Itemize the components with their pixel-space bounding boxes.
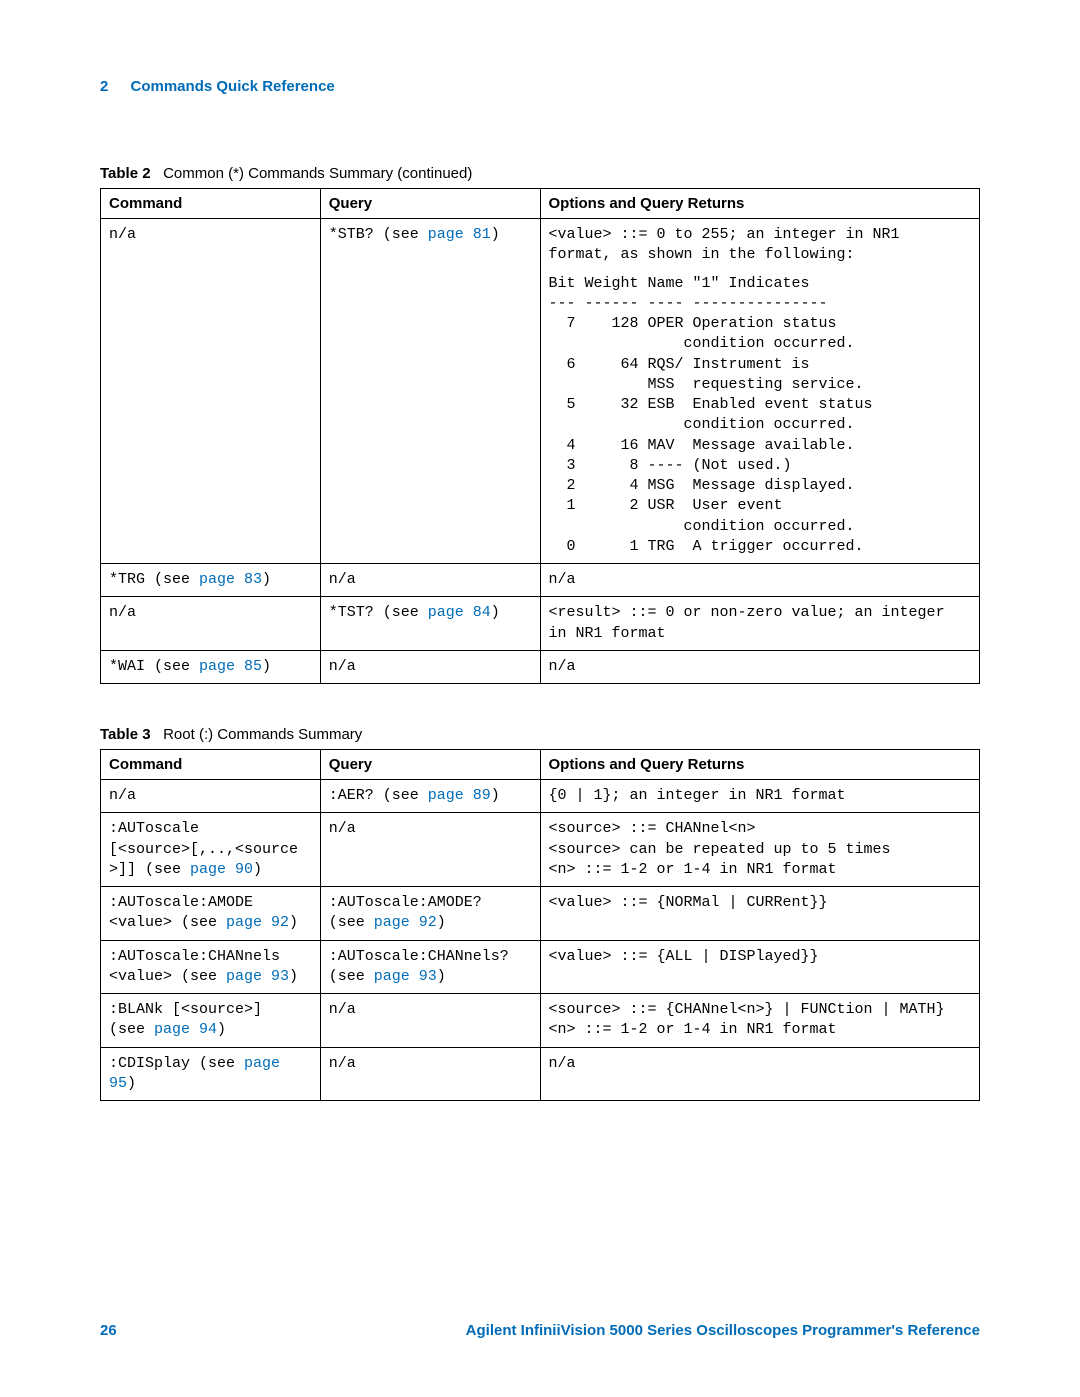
cell-options: n/a <box>540 564 980 597</box>
table3-th-options: Options and Query Returns <box>540 750 980 780</box>
table2-row-tst: n/a *TST? (see page 84) <result> ::= 0 o… <box>101 597 980 651</box>
cell-cmd: *WAI (see page 85) <box>101 650 321 683</box>
cell-query: n/a <box>320 564 540 597</box>
table3-caption: Table 3 Root (:) Commands Summary <box>100 726 980 743</box>
cell-query: n/a <box>320 994 540 1048</box>
doc-title: Agilent InfiniiVision 5000 Series Oscill… <box>466 1322 980 1339</box>
cell-query: n/a <box>320 1047 540 1101</box>
page-link[interactable]: page 94 <box>154 1021 217 1038</box>
table3-caption-text: Root (:) Commands Summary <box>163 726 362 743</box>
page-number: 26 <box>100 1322 117 1339</box>
table2-row-stb: n/a *STB? (see page 81) <value> ::= 0 to… <box>101 219 980 564</box>
cell-options: <result> ::= 0 or non-zero value; an int… <box>540 597 980 651</box>
table3-caption-label: Table 3 <box>100 726 151 743</box>
cell-query: n/a <box>320 813 540 887</box>
cell-query: n/a <box>320 650 540 683</box>
cell-cmd: :CDISplay (see page 95) <box>101 1047 321 1101</box>
cell-query: *STB? (see page 81) <box>320 219 540 564</box>
cell-query: :AER? (see page 89) <box>320 780 540 813</box>
page-link[interactable]: page 90 <box>190 861 253 878</box>
table2-caption-label: Table 2 <box>100 165 151 182</box>
page-link[interactable]: page 81 <box>428 226 491 243</box>
cell-options: n/a <box>540 1047 980 1101</box>
table2-row-trg: *TRG (see page 83) n/a n/a <box>101 564 980 597</box>
table2-th-options: Options and Query Returns <box>540 189 980 219</box>
cell-options: {0 | 1}; an integer in NR1 format <box>540 780 980 813</box>
cell-query: :AUToscale:AMODE? (see page 92) <box>320 887 540 941</box>
page-link[interactable]: page 85 <box>199 658 262 675</box>
bit-table: Bit Weight Name "1" Indicates --- ------… <box>549 274 972 558</box>
page-link[interactable]: page 93 <box>226 968 289 985</box>
page-link[interactable]: page 83 <box>199 571 262 588</box>
table3-row-channels: :AUToscale:CHANnels <value> (see page 93… <box>101 940 980 994</box>
table3-row-amode: :AUToscale:AMODE <value> (see page 92) :… <box>101 887 980 941</box>
table3: Command Query Options and Query Returns … <box>100 749 980 1101</box>
page-footer: 26 Agilent InfiniiVision 5000 Series Osc… <box>100 1322 980 1339</box>
cell-cmd: :AUToscale [<source>[,..,<source >]] (se… <box>101 813 321 887</box>
cell-query: *TST? (see page 84) <box>320 597 540 651</box>
cell-options: n/a <box>540 650 980 683</box>
table3-th-command: Command <box>101 750 321 780</box>
table2-th-command: Command <box>101 189 321 219</box>
section-title: Commands Quick Reference <box>131 78 335 95</box>
cell-cmd: *TRG (see page 83) <box>101 564 321 597</box>
cell-cmd: n/a <box>101 597 321 651</box>
table2-header-row: Command Query Options and Query Returns <box>101 189 980 219</box>
page-link[interactable]: page 92 <box>374 914 437 931</box>
page-link[interactable]: page 92 <box>226 914 289 931</box>
cell-cmd: :AUToscale:AMODE <value> (see page 92) <box>101 887 321 941</box>
table2-row-wai: *WAI (see page 85) n/a n/a <box>101 650 980 683</box>
page-link[interactable]: page 84 <box>428 604 491 621</box>
cell-options: <source> ::= {CHANnel<n>} | FUNCtion | M… <box>540 994 980 1048</box>
table3-row-autoscale: :AUToscale [<source>[,..,<source >]] (se… <box>101 813 980 887</box>
table2-caption-text: Common (*) Commands Summary (continued) <box>163 165 472 182</box>
table2-th-query: Query <box>320 189 540 219</box>
cell-options: <value> ::= {NORMal | CURRent}} <box>540 887 980 941</box>
cell-query: :AUToscale:CHANnels? (see page 93) <box>320 940 540 994</box>
section-number: 2 <box>100 78 108 95</box>
table3-row-aer: n/a :AER? (see page 89) {0 | 1}; an inte… <box>101 780 980 813</box>
cell-cmd: n/a <box>101 780 321 813</box>
cell-options: <source> ::= CHANnel<n> <source> can be … <box>540 813 980 887</box>
cell-cmd: n/a <box>101 219 321 564</box>
page-link[interactable]: page 93 <box>374 968 437 985</box>
table3-row-blank: :BLANk [<source>] (see page 94) n/a <sou… <box>101 994 980 1048</box>
table3-header-row: Command Query Options and Query Returns <box>101 750 980 780</box>
table2-caption: Table 2 Common (*) Commands Summary (con… <box>100 165 980 182</box>
table3-row-cdisplay: :CDISplay (see page 95) n/a n/a <box>101 1047 980 1101</box>
cell-options: <value> ::= {ALL | DISPlayed}} <box>540 940 980 994</box>
table2: Command Query Options and Query Returns … <box>100 188 980 684</box>
page-link[interactable]: page 89 <box>428 787 491 804</box>
cell-options: <value> ::= 0 to 255; an integer in NR1 … <box>540 219 980 564</box>
page-container: 2 Commands Quick Reference Table 2 Commo… <box>0 0 1080 1397</box>
table3-th-query: Query <box>320 750 540 780</box>
cell-cmd: :AUToscale:CHANnels <value> (see page 93… <box>101 940 321 994</box>
page-header: 2 Commands Quick Reference <box>100 78 980 95</box>
cell-cmd: :BLANk [<source>] (see page 94) <box>101 994 321 1048</box>
